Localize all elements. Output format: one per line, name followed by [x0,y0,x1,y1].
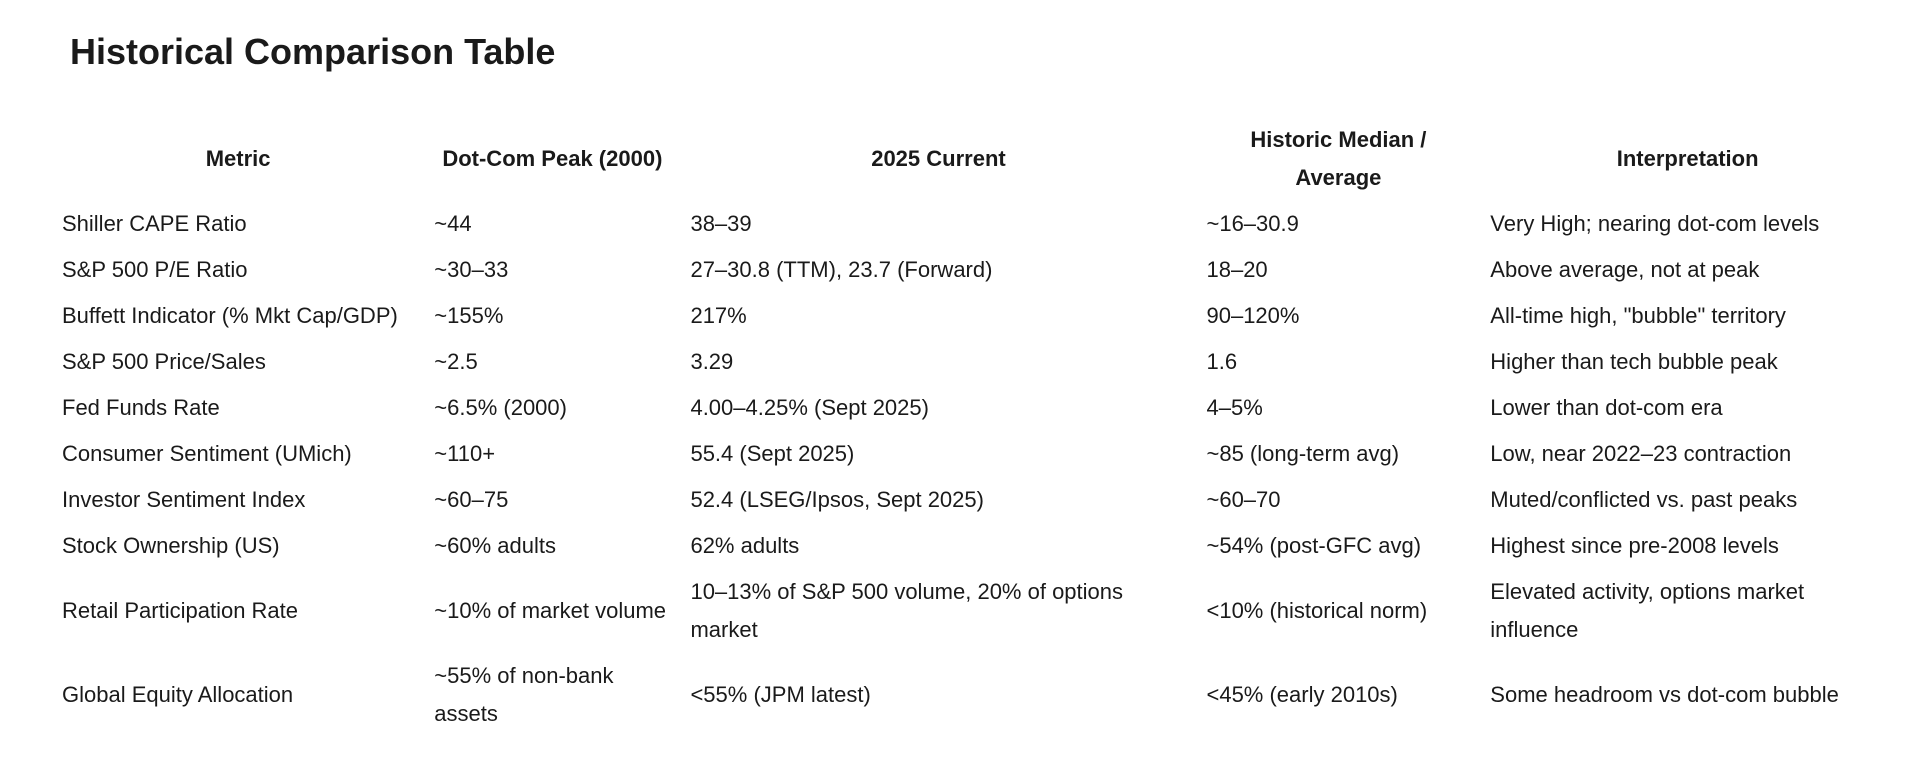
column-header-dotcom-peak: Dot-Com Peak (2000) [442,146,663,172]
cell-interpretation: Very High; nearing dot-com levels [1490,211,1820,237]
cell-interpretation: Muted/conflicted vs. past peaks [1490,487,1798,513]
cell-2025-current: 4.00–4.25% (Sept 2025) [690,395,929,421]
column-header-interpretation: Interpretation [1616,146,1759,172]
cell-2025-current: <55% (JPM latest) [690,682,871,708]
page-title: Historical Comparison Table [70,31,556,72]
cell-historic-median: ~16–30.9 [1206,211,1299,237]
page: Historical Comparison Table Metric Dot-C… [52,31,1895,737]
table-row: Shiller CAPE Ratio ~44 38–39 ~16–30.9 Very H… [52,201,1895,247]
historical-comparison-table: Metric Dot-Com Peak (2000) 2025 Current … [52,117,1895,737]
table-row: Fed Funds Rate ~6.5% (2000) 4.00–4.25% (Se… [52,385,1895,431]
cell-historic-median: 18–20 [1206,257,1268,283]
column-header-2025-current: 2025 Current [871,146,1006,172]
cell-historic-median: ~60–70 [1206,487,1281,513]
table-row: Global Equity Allocation ~55% of non-bank… [52,653,1895,737]
table-row: Retail Participation Rate ~10% of market … [52,569,1895,653]
table-row: S&P 500 P/E Ratio ~30–33 27–30.8 (TTM), 23… [52,247,1895,293]
cell-dotcom-peak: ~60–75 [434,487,509,513]
cell-2025-current: 3.29 [690,349,734,375]
cell-metric: Global Equity Allocation [62,682,294,708]
cell-historic-median: 4–5% [1206,395,1263,421]
cell-dotcom-peak: ~44 [434,211,472,237]
cell-historic-median: <45% (early 2010s) [1206,682,1398,708]
column-header-historic-median: Historic Median / Average [1250,127,1427,191]
cell-historic-median: 90–120% [1206,303,1300,329]
cell-2025-current: 38–39 [690,211,752,237]
cell-2025-current: 52.4 (LSEG/Ipsos, Sept 2025) [690,487,984,513]
header-row: Metric Dot-Com Peak (2000) 2025 Current … [52,117,1895,201]
cell-metric: S&P 500 P/E Ratio [62,257,248,283]
cell-interpretation: Some headroom vs dot-com bubble [1490,682,1839,708]
cell-historic-median: <10% (historical norm) [1206,598,1428,624]
cell-2025-current: 62% adults [690,533,800,559]
table-row: S&P 500 Price/Sales ~2.5 3.29 1.6 Higher tha… [52,339,1895,385]
cell-metric: S&P 500 Price/Sales [62,349,266,375]
cell-2025-current: 217% [690,303,747,329]
table-row: Consumer Sentiment (UMich) ~110+ 55.4 (Sep… [52,431,1895,477]
cell-interpretation: Low, near 2022–23 contraction [1490,441,1792,467]
column-header-metric: Metric [205,146,271,172]
cell-dotcom-peak: ~60% adults [434,533,556,559]
cell-metric: Investor Sentiment Index [62,487,306,513]
cell-2025-current: 55.4 (Sept 2025) [690,441,855,467]
cell-dotcom-peak: ~2.5 [434,349,478,375]
cell-2025-current: 10–13% of S&P 500 volume, 20% of options… [690,579,1124,643]
cell-interpretation: Lower than dot-com era [1490,395,1723,421]
cell-metric: Consumer Sentiment (UMich) [62,441,352,467]
cell-interpretation: Above average, not at peak [1490,257,1760,283]
cell-dotcom-peak: ~55% of non-bank assets [434,663,614,727]
cell-2025-current: 27–30.8 (TTM), 23.7 (Forward) [690,257,993,283]
cell-historic-median: ~54% (post-GFC avg) [1206,533,1422,559]
cell-interpretation: All-time high, "bubble" territory [1490,303,1786,329]
cell-dotcom-peak: ~10% of market volume [434,598,667,624]
table-row: Stock Ownership (US) ~60% adults 62% adult… [52,523,1895,569]
cell-metric: Fed Funds Rate [62,395,220,421]
table-row: Buffett Indicator (% Mkt Cap/GDP) ~155% 21… [52,293,1895,339]
cell-dotcom-peak: ~155% [434,303,504,329]
table-body: Shiller CAPE Ratio ~44 38–39 ~16–30.9 Very H… [52,201,1895,737]
cell-dotcom-peak: ~30–33 [434,257,509,283]
cell-interpretation: Highest since pre-2008 levels [1490,533,1779,559]
cell-historic-median: 1.6 [1206,349,1238,375]
cell-metric: Stock Ownership (US) [62,533,280,559]
cell-metric: Buffett Indicator (% Mkt Cap/GDP) [62,303,398,329]
cell-interpretation: Elevated activity, options market influe… [1490,579,1805,643]
cell-interpretation: Higher than tech bubble peak [1490,349,1778,375]
cell-historic-median: ~85 (long-term avg) [1206,441,1400,467]
cell-dotcom-peak: ~110+ [434,441,496,467]
cell-dotcom-peak: ~6.5% (2000) [434,395,567,421]
table-row: Investor Sentiment Index ~60–75 52.4 (LSEG… [52,477,1895,523]
cell-metric: Shiller CAPE Ratio [62,211,247,237]
cell-metric: Retail Participation Rate [62,598,299,624]
